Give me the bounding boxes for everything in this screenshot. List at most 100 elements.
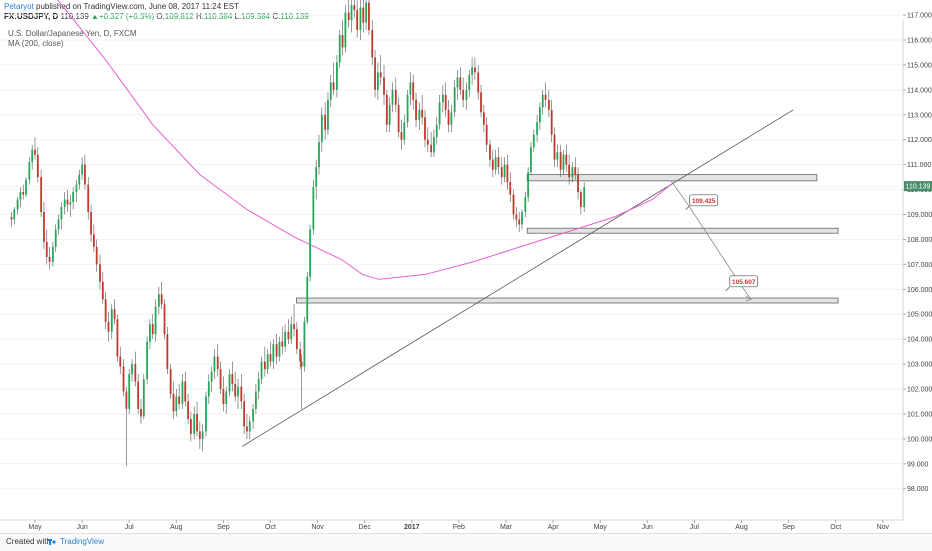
close-label: C: bbox=[272, 12, 281, 21]
x-tick-label: Jul bbox=[690, 524, 699, 531]
candle-body bbox=[222, 389, 225, 404]
x-tick-label: May bbox=[28, 524, 42, 531]
candle-body bbox=[104, 299, 107, 322]
candle-body bbox=[559, 152, 562, 170]
candle-body bbox=[160, 294, 163, 305]
candle-body bbox=[137, 381, 140, 409]
candle-body bbox=[110, 309, 113, 332]
tradingview-brand[interactable]: TradingView bbox=[60, 537, 105, 546]
candle-body bbox=[107, 321, 110, 332]
candle-body bbox=[512, 194, 515, 215]
candle-body bbox=[450, 112, 453, 125]
candle-body bbox=[198, 431, 201, 439]
callout-pointer bbox=[685, 205, 690, 211]
candle-body bbox=[312, 187, 315, 230]
candle-body bbox=[28, 162, 31, 180]
candle-body bbox=[406, 94, 409, 123]
candle-body bbox=[491, 159, 494, 170]
candle-body bbox=[151, 324, 154, 335]
candle-body bbox=[54, 229, 57, 247]
candle-body bbox=[500, 167, 503, 178]
last-price: 110.139 bbox=[60, 12, 89, 21]
candle-body bbox=[471, 67, 473, 75]
candle-body bbox=[19, 192, 22, 200]
candle-body bbox=[92, 234, 95, 247]
x-tick-label: Mar bbox=[500, 524, 513, 531]
candle-body bbox=[72, 192, 75, 203]
candle-body bbox=[272, 344, 275, 362]
x-axis: May Jun Jul Aug Sep Oct Nov Dec 2017 Feb Mar Apr May… bbox=[28, 520, 890, 531]
candle-body bbox=[365, 2, 368, 23]
candle-body bbox=[266, 354, 269, 370]
candle-body bbox=[260, 361, 263, 380]
candle-body bbox=[219, 369, 222, 390]
candle-body bbox=[541, 94, 544, 108]
candle-body bbox=[213, 356, 216, 372]
y-tick-label: 108.000 bbox=[907, 237, 932, 244]
price-chart[interactable]: 116.000 117.000 115.000 114.000 113.000 112.0… bbox=[0, 0, 932, 533]
x-tick-label: Feb bbox=[453, 524, 465, 531]
candle-body bbox=[48, 256, 51, 262]
candle-body bbox=[468, 74, 471, 90]
y-tick-label: 105.000 bbox=[907, 312, 932, 319]
candle-body bbox=[421, 109, 424, 118]
created-with-text: Created with bbox=[6, 537, 51, 546]
y-tick-label: 109.000 bbox=[907, 212, 932, 219]
candle-body bbox=[515, 214, 518, 220]
trendline bbox=[242, 109, 794, 447]
candle-body bbox=[31, 149, 34, 163]
candle-body bbox=[99, 264, 101, 282]
target-callout bbox=[729, 275, 759, 288]
candle-body bbox=[172, 394, 175, 412]
author-link[interactable]: Petaryot bbox=[4, 2, 34, 11]
y-tick-label: 103.000 bbox=[907, 362, 932, 369]
candle-body bbox=[383, 77, 385, 95]
candle-body bbox=[415, 99, 417, 120]
x-tick-label: Aug bbox=[170, 524, 183, 531]
candle-body bbox=[459, 77, 462, 90]
candle-body bbox=[281, 341, 284, 347]
candle-body bbox=[527, 172, 530, 198]
y-tick-label: 112.000 bbox=[907, 137, 932, 144]
candle-body bbox=[579, 192, 582, 208]
candle-body bbox=[368, 2, 370, 31]
x-tick-label: Oct bbox=[265, 524, 276, 531]
candle-body bbox=[248, 421, 251, 432]
candle-body bbox=[521, 212, 523, 225]
candle-body bbox=[465, 89, 468, 100]
candle-body bbox=[275, 344, 278, 357]
y-tick-label: 104.000 bbox=[907, 337, 932, 344]
candle-body bbox=[210, 371, 213, 382]
ma200-line bbox=[57, 0, 672, 280]
candle-body bbox=[81, 164, 83, 175]
candle-body bbox=[433, 137, 435, 153]
candle-body bbox=[556, 152, 559, 160]
candle-body bbox=[134, 364, 137, 382]
y-tick-label: 99.000 bbox=[907, 461, 929, 468]
candle-body bbox=[482, 112, 485, 125]
candle-body bbox=[187, 401, 189, 419]
candle-body bbox=[338, 35, 341, 63]
candle-body bbox=[231, 374, 234, 385]
last-price-label: 110.139 bbox=[906, 184, 931, 191]
candle-body bbox=[154, 306, 157, 335]
candle-body bbox=[149, 324, 151, 342]
tags: 109.425 105.607 110.139 bbox=[0, 181, 932, 292]
candle-body bbox=[78, 174, 81, 185]
candle-body bbox=[532, 134, 535, 148]
x-tick-label: Nov bbox=[877, 524, 890, 531]
candle-body bbox=[318, 142, 320, 168]
candle-body bbox=[131, 364, 133, 375]
x-tick-label: 2017 bbox=[404, 524, 420, 531]
candle-body bbox=[228, 374, 231, 392]
candle-body bbox=[254, 391, 257, 409]
candle-body bbox=[509, 182, 512, 195]
candle-body bbox=[418, 109, 421, 120]
candle-body bbox=[178, 396, 181, 404]
candle-body bbox=[344, 12, 347, 48]
candle-body bbox=[22, 192, 25, 195]
candle-body bbox=[480, 92, 482, 113]
candle-body bbox=[63, 199, 66, 208]
candle-body bbox=[550, 109, 553, 135]
candle-body bbox=[237, 386, 239, 397]
